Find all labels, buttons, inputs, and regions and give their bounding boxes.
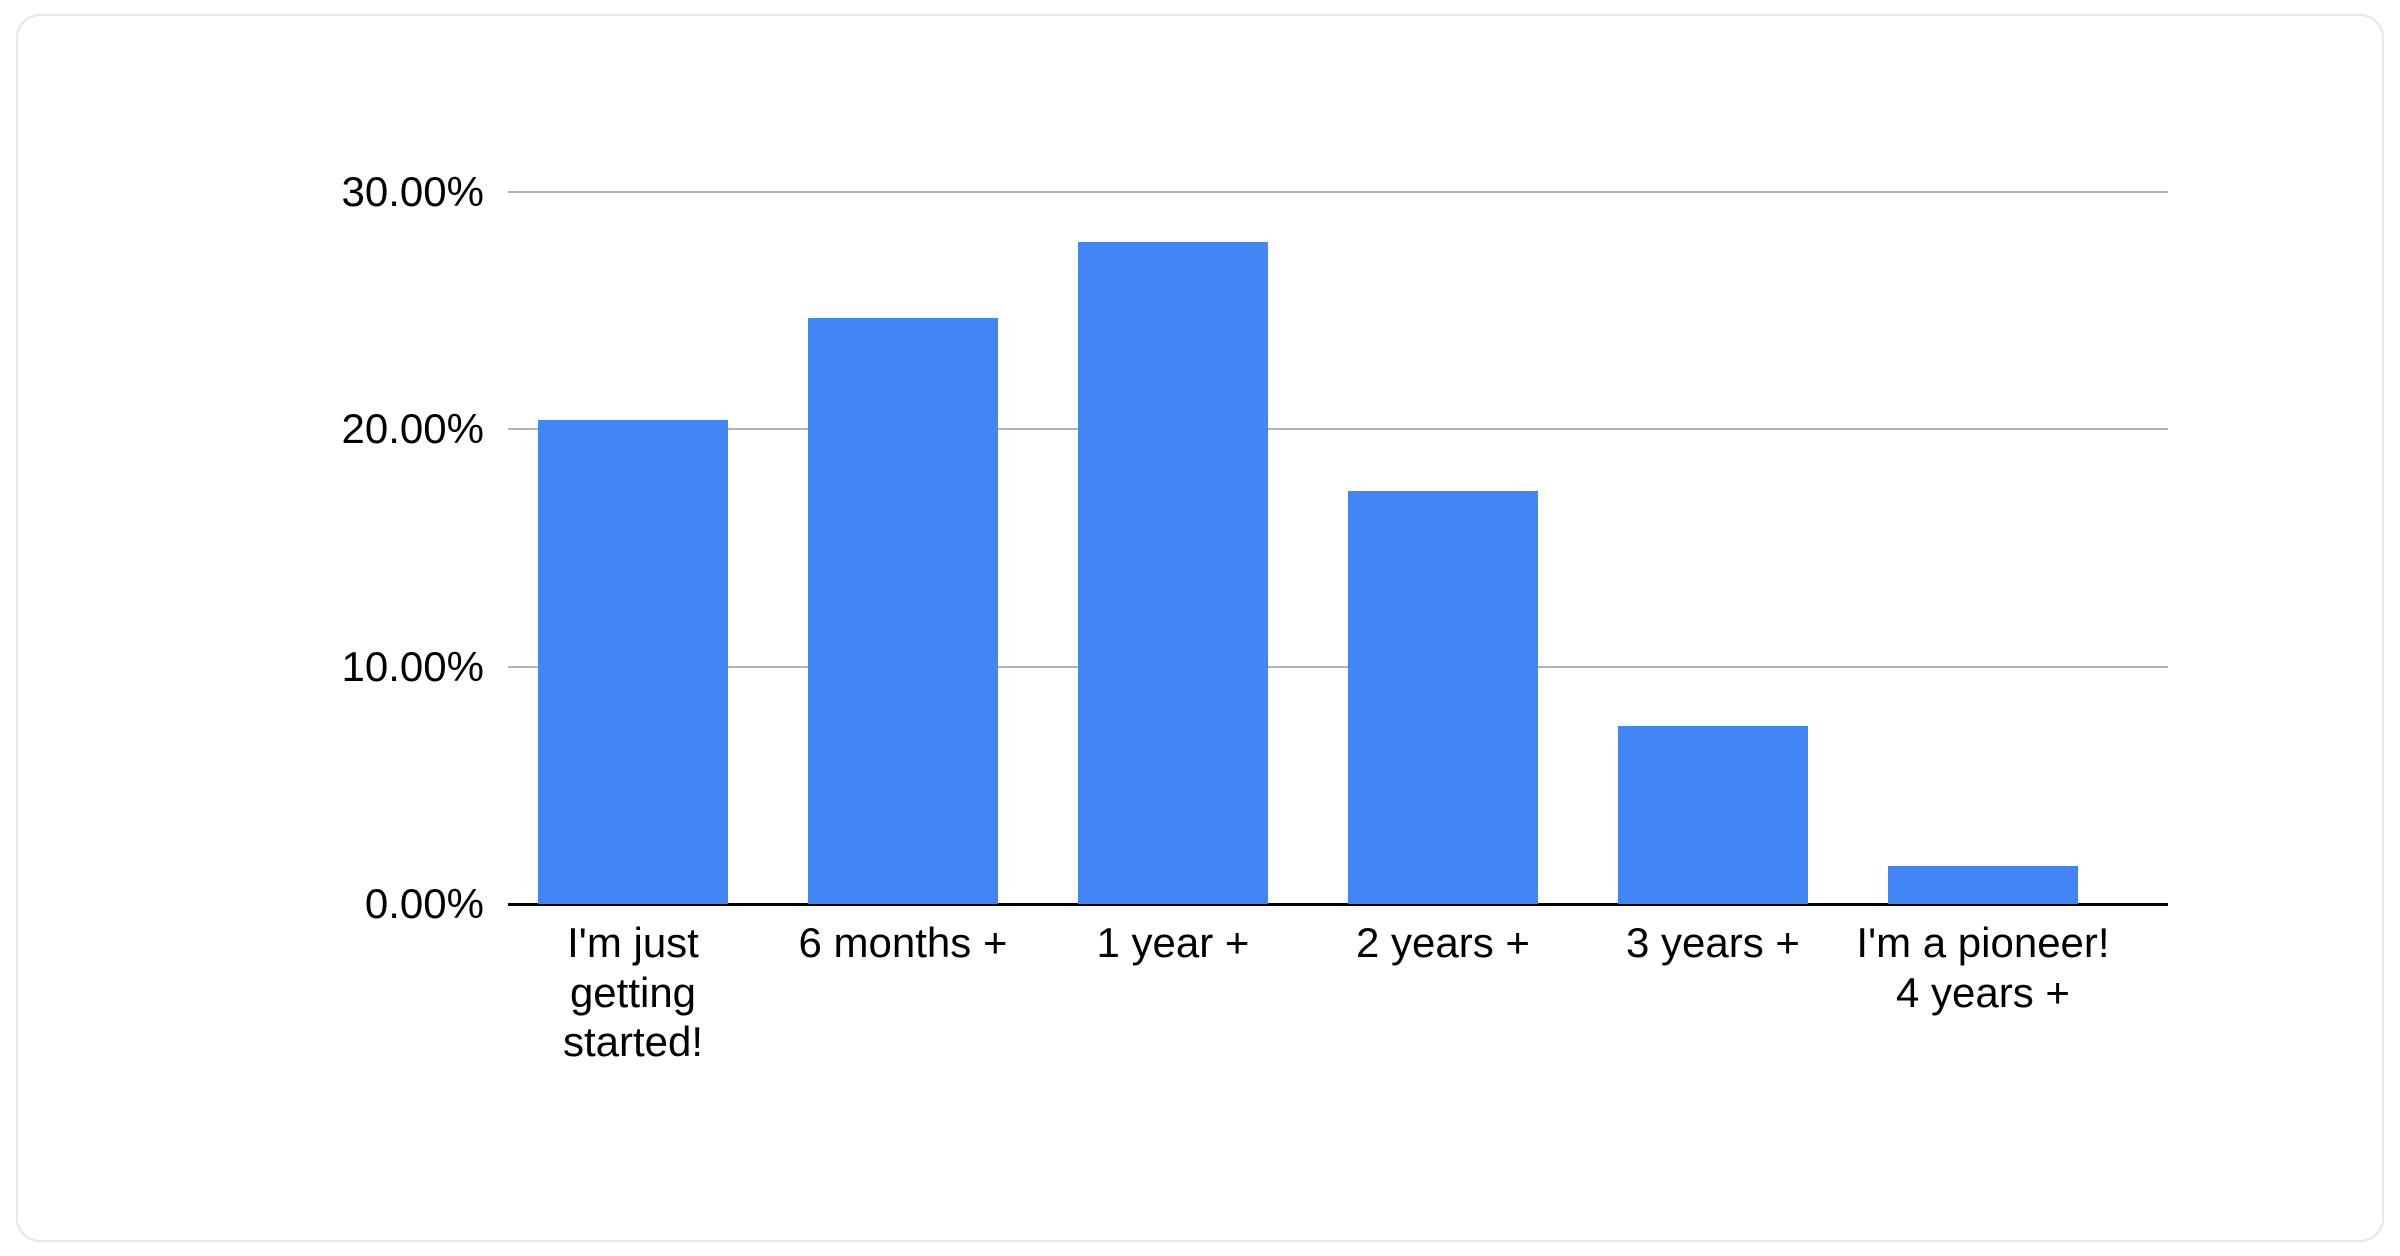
- x-tick-label: 3 years +: [1583, 904, 1843, 968]
- x-tick-label: 2 years +: [1313, 904, 1573, 968]
- bar: [1618, 726, 1808, 904]
- bar: [538, 420, 728, 904]
- bar: [1348, 491, 1538, 904]
- bar: [1078, 242, 1268, 904]
- chart-card: 0.00% 10.00% 20.00% 30.00% I'm just getting …: [16, 14, 2384, 1242]
- y-tick-label: 30.00%: [342, 168, 508, 216]
- x-tick-label: 1 year +: [1043, 904, 1303, 968]
- x-tick-label: I'm a pioneer! 4 years +: [1853, 904, 2113, 1017]
- y-tick-label: 10.00%: [342, 643, 508, 691]
- y-tick-label: 20.00%: [342, 405, 508, 453]
- x-tick-label: 6 months +: [773, 904, 1033, 968]
- gridline: [508, 191, 2168, 193]
- y-tick-label: 0.00%: [365, 880, 508, 928]
- x-tick-label: I'm just getting started!: [503, 904, 763, 1067]
- bar: [808, 318, 998, 904]
- gridline: [508, 428, 2168, 430]
- plot-area: 0.00%10.00%20.00%30.00%I'm just getting …: [508, 192, 2168, 904]
- gridline: [508, 666, 2168, 668]
- bar: [1888, 866, 2078, 904]
